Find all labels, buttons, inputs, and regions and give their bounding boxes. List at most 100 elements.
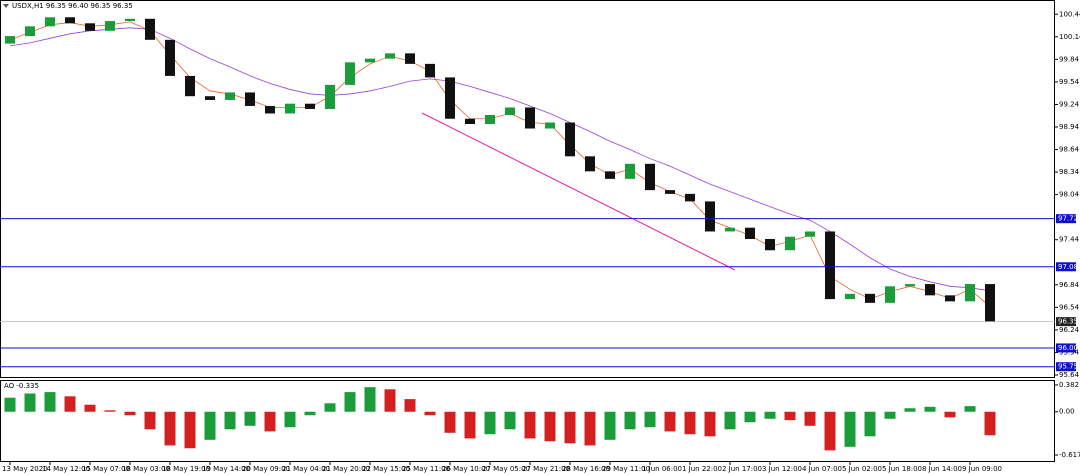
candle-body xyxy=(885,286,895,303)
y-tick-label: 97.44 xyxy=(1059,236,1080,244)
ao-bar xyxy=(864,411,876,437)
ao-bar xyxy=(204,411,216,440)
candle-body xyxy=(465,118,475,124)
x-tick-label: 15 May 07:00 xyxy=(82,465,130,473)
ao-bar xyxy=(644,411,656,428)
y-tick-label: 96.54 xyxy=(1059,303,1080,311)
level-label: 97.08 xyxy=(1058,263,1078,271)
candle-body xyxy=(545,122,555,129)
candle-body xyxy=(85,23,95,31)
ao-bar xyxy=(64,396,76,412)
level-label: 95.75 xyxy=(1058,363,1078,371)
candle-body xyxy=(245,92,255,106)
ao-bar xyxy=(844,411,856,447)
x-tick-label: 25 May 11:00 xyxy=(402,465,450,473)
candle-body xyxy=(785,236,795,251)
ao-bar xyxy=(504,411,516,430)
x-tick-label: 8 Jun 14:00 xyxy=(922,465,962,473)
x-tick-label: 26 May 10:00 xyxy=(442,465,490,473)
candle-body xyxy=(65,17,75,24)
chart-title: USDX,H1 96.35 96.40 96.35 96.35 xyxy=(12,2,133,10)
ao-title: AO -0.335 xyxy=(4,382,39,390)
ao-bar xyxy=(984,411,996,436)
ao-bar xyxy=(744,411,756,423)
ao-bar xyxy=(564,411,576,444)
x-tick-label: 22 May 15:00 xyxy=(362,465,410,473)
candle-body xyxy=(805,231,815,237)
ao-bar xyxy=(304,411,316,416)
ao-bar xyxy=(584,411,596,446)
ao-bar xyxy=(724,411,736,430)
candle-body xyxy=(965,284,975,302)
x-tick-label: 13 May 2020 xyxy=(2,465,48,473)
candle-body xyxy=(325,84,335,109)
x-tick-label: 5 Jun 02:00 xyxy=(842,465,882,473)
ao-bar xyxy=(184,411,196,449)
x-tick-label: 5 Jun 18:00 xyxy=(882,465,922,473)
x-tick-label: 2 Jun 17:00 xyxy=(722,465,762,473)
ao-bar xyxy=(804,411,816,426)
ao-bar xyxy=(324,403,336,412)
candle-body xyxy=(185,75,195,97)
ao-bar xyxy=(404,399,416,412)
ao-bar xyxy=(244,411,256,426)
candle-body xyxy=(425,63,435,78)
y-tick-label: 100.14 xyxy=(1059,33,1080,41)
ao-bar xyxy=(624,411,636,430)
ao-bar xyxy=(24,393,36,412)
candle-body xyxy=(565,122,575,157)
candle-body xyxy=(685,193,695,202)
candle-body xyxy=(905,284,915,287)
ao-bar xyxy=(964,406,976,412)
y-tick-label: 99.54 xyxy=(1059,78,1080,86)
y-tick-label: 95.94 xyxy=(1059,348,1080,356)
y-tick-label: 99.84 xyxy=(1059,55,1080,63)
candle-body xyxy=(725,227,735,232)
header-icon xyxy=(3,4,9,8)
level-label: 97.72 xyxy=(1058,215,1078,223)
x-tick-label: 21 May 04:00 xyxy=(282,465,330,473)
y-tick-label: 0.00 xyxy=(1059,408,1075,416)
ao-bar xyxy=(464,411,476,439)
level-label: 96.00 xyxy=(1058,344,1078,352)
level-label-box xyxy=(1056,362,1076,372)
y-tick-label: 98.64 xyxy=(1059,146,1080,154)
y-tick-label: 98.04 xyxy=(1059,191,1080,199)
candle-body xyxy=(345,62,355,85)
ao-bar xyxy=(664,411,676,432)
ao-bar xyxy=(164,411,176,446)
candle-body xyxy=(25,26,35,37)
y-tick-label: 98.94 xyxy=(1059,123,1080,131)
ao-bar xyxy=(524,411,536,439)
candle-body xyxy=(605,171,615,179)
ao-bar xyxy=(84,404,96,412)
candle-body xyxy=(525,107,535,129)
candle-body xyxy=(925,284,935,296)
ao-bar xyxy=(104,410,116,412)
ao-bar xyxy=(944,411,956,418)
x-tick-label: 27 May 21:00 xyxy=(522,465,570,473)
candle-body xyxy=(165,39,175,76)
ao-bar xyxy=(364,387,376,412)
ao-bar xyxy=(544,411,556,442)
candle-body xyxy=(665,190,675,194)
ao-bar xyxy=(764,411,776,419)
level-label-box xyxy=(1056,343,1076,353)
x-tick-label: 9 Jun 09:00 xyxy=(962,465,1002,473)
candle-body xyxy=(445,77,455,119)
x-tick-label: 3 Jun 12:00 xyxy=(762,465,802,473)
ao-bar xyxy=(924,406,936,412)
ao-bar xyxy=(4,397,16,412)
y-tick-label: 96.84 xyxy=(1059,281,1080,289)
candle-body xyxy=(125,18,135,22)
ao-bar xyxy=(784,411,796,421)
candle-body xyxy=(945,295,955,302)
x-tick-label: 19 May 14:00 xyxy=(202,465,250,473)
x-tick-label: 4 Jun 07:00 xyxy=(802,465,842,473)
candle-body xyxy=(205,96,215,100)
candle-body xyxy=(405,53,415,64)
trend-line xyxy=(421,112,736,271)
x-tick-label: 18 May 03:00 xyxy=(122,465,170,473)
candle-body xyxy=(5,36,15,44)
